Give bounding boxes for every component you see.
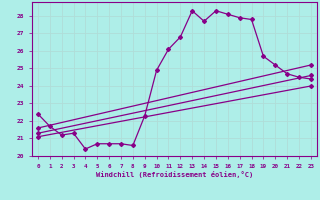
X-axis label: Windchill (Refroidissement éolien,°C): Windchill (Refroidissement éolien,°C) xyxy=(96,171,253,178)
